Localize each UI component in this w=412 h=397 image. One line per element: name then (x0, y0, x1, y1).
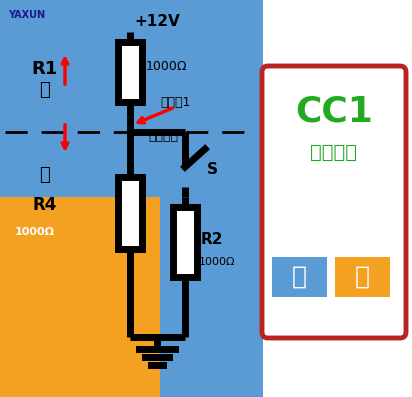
Bar (272, 257, 327, 297)
Bar (118, 177, 142, 249)
Bar (335, 257, 390, 297)
Text: 车: 车 (40, 166, 50, 184)
Text: 车: 车 (354, 265, 370, 289)
Text: CC1: CC1 (295, 95, 373, 129)
Bar (118, 42, 142, 102)
Text: 检测原理: 检测原理 (311, 143, 358, 162)
Text: YAXUN: YAXUN (8, 10, 45, 20)
Text: 车辆接口: 车辆接口 (148, 131, 178, 143)
Text: 1000Ω: 1000Ω (146, 60, 187, 73)
Text: S: S (207, 162, 218, 177)
Bar (258, 0, 412, 397)
Text: 检测点1: 检测点1 (160, 96, 190, 108)
Text: R2: R2 (201, 231, 223, 247)
Bar (0, 197, 160, 397)
Text: 1000Ω: 1000Ω (199, 257, 236, 267)
FancyBboxPatch shape (262, 66, 406, 338)
Text: +12V: +12V (134, 15, 180, 29)
Text: 1000Ω: 1000Ω (15, 227, 55, 237)
Bar (255, 0, 263, 397)
Text: R4: R4 (33, 196, 57, 214)
Bar (173, 207, 197, 277)
Text: 框: 框 (292, 265, 307, 289)
Text: R1: R1 (32, 60, 58, 78)
Text: 框: 框 (40, 81, 50, 99)
